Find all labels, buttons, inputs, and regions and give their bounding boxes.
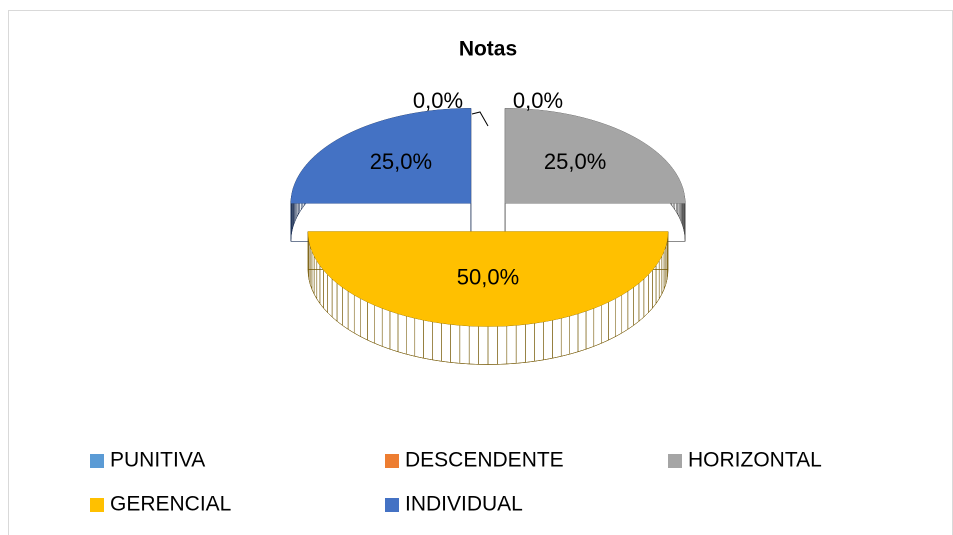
legend-label: HORIZONTAL bbox=[688, 449, 822, 472]
data-label: 25,0% bbox=[370, 149, 432, 174]
legend-swatch bbox=[668, 454, 682, 468]
pie-slice bbox=[307, 231, 669, 365]
leader-line bbox=[471, 111, 489, 127]
pie-slice bbox=[504, 108, 686, 242]
slice-top bbox=[505, 108, 686, 204]
data-label: 0,0% bbox=[413, 88, 463, 113]
chart-title: Notas bbox=[459, 38, 517, 61]
legend-swatch bbox=[90, 498, 104, 512]
data-label: 50,0% bbox=[457, 264, 519, 289]
legend-swatch bbox=[385, 454, 399, 468]
legend-swatch bbox=[90, 454, 104, 468]
legend-swatch bbox=[385, 498, 399, 512]
legend-label: GERENCIAL bbox=[110, 493, 231, 516]
data-label: 25,0% bbox=[544, 149, 606, 174]
data-label: 0,0% bbox=[513, 88, 563, 113]
pie-slice bbox=[290, 108, 472, 242]
legend-label: DESCENDENTE bbox=[405, 449, 564, 472]
legend-label: INDIVIDUAL bbox=[405, 493, 523, 516]
slice-top bbox=[290, 108, 471, 204]
slice-top bbox=[308, 231, 668, 327]
legend-label: PUNITIVA bbox=[110, 449, 205, 472]
